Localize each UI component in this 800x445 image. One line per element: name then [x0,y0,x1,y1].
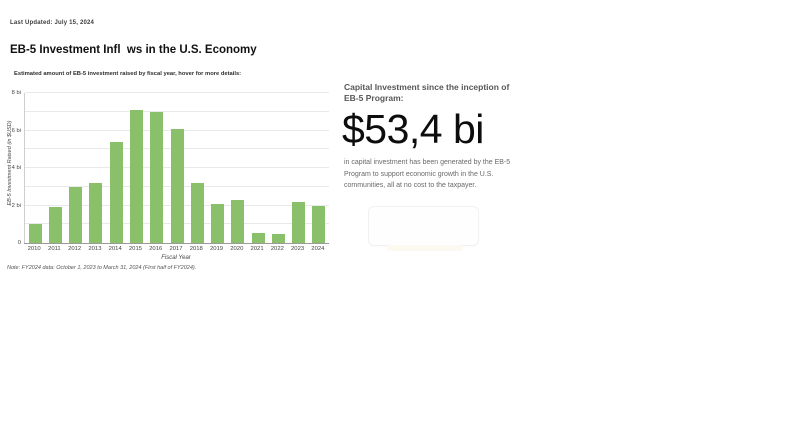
bar-2018[interactable] [190,183,204,243]
gridline-7 [25,110,329,112]
bar-2024[interactable] [312,205,326,243]
last-updated-text: Last Updated: July 15, 2024 [10,20,95,26]
faint-button[interactable] [368,206,479,246]
x-tick-2024: 2024 [311,246,325,252]
y-tick-6: 6 bi [11,127,21,134]
bar-2015[interactable] [129,109,143,243]
x-tick-2014: 2014 [108,246,122,252]
y-tick-2: 2 bi [11,202,21,209]
y-tick-0: 0 [17,240,21,246]
bar-2016[interactable] [150,111,164,243]
bar-2010[interactable] [28,224,42,243]
summary-description: in capital investment has been generated… [344,159,511,189]
chart-subtitle: Estimated amount of EB-5 investment rais… [14,71,242,77]
bar-2011[interactable] [48,207,62,243]
x-tick-2018: 2018 [189,246,203,252]
x-tick-2017: 2017 [169,246,183,252]
bar-2019[interactable] [211,203,225,243]
x-tick-2011: 2011 [48,246,61,252]
gridline-8 [25,92,329,93]
x-axis-line [24,243,329,244]
chart-footnote: Note: FY2024 data: October 1, 2023 to Ma… [7,265,197,271]
x-axis-title: Fiscal Year [161,255,191,261]
bar-2023[interactable] [292,201,306,243]
page-title: EB-5 Investment Infl ws in the U.S. Econ… [10,44,257,56]
x-tick-2022: 2022 [270,246,284,252]
bar-2020[interactable] [231,199,245,243]
x-tick-2023: 2023 [291,246,305,252]
x-tick-2016: 2016 [149,246,163,252]
bar-2014[interactable] [109,141,123,243]
y-tick-8: 8 bi [11,90,21,96]
x-tick-2012: 2012 [68,246,82,252]
x-tick-2015: 2015 [128,246,142,252]
y-tick-4: 4 bi [11,165,21,171]
y-axis-ticks: 0 2 bi 4 bi 6 bi 8 bi [0,90,21,246]
faint-button-highlight [387,245,463,251]
bar-2017[interactable] [170,128,184,243]
bar-2021[interactable] [251,232,265,243]
bar-chart-plot-area [24,92,329,243]
bar-2013[interactable] [89,183,103,243]
x-tick-2020: 2020 [230,246,244,252]
bar-2022[interactable] [271,233,285,243]
total-capital-investment-value: $53,4 bi [342,106,484,152]
x-tick-2019: 2019 [209,246,224,252]
summary-heading: Capital Investment since the inception o… [344,82,510,103]
x-tick-2021: 2021 [250,246,264,252]
bar-2012[interactable] [69,186,83,243]
x-tick-2010: 2010 [27,246,41,252]
x-tick-2013: 2013 [88,246,102,252]
